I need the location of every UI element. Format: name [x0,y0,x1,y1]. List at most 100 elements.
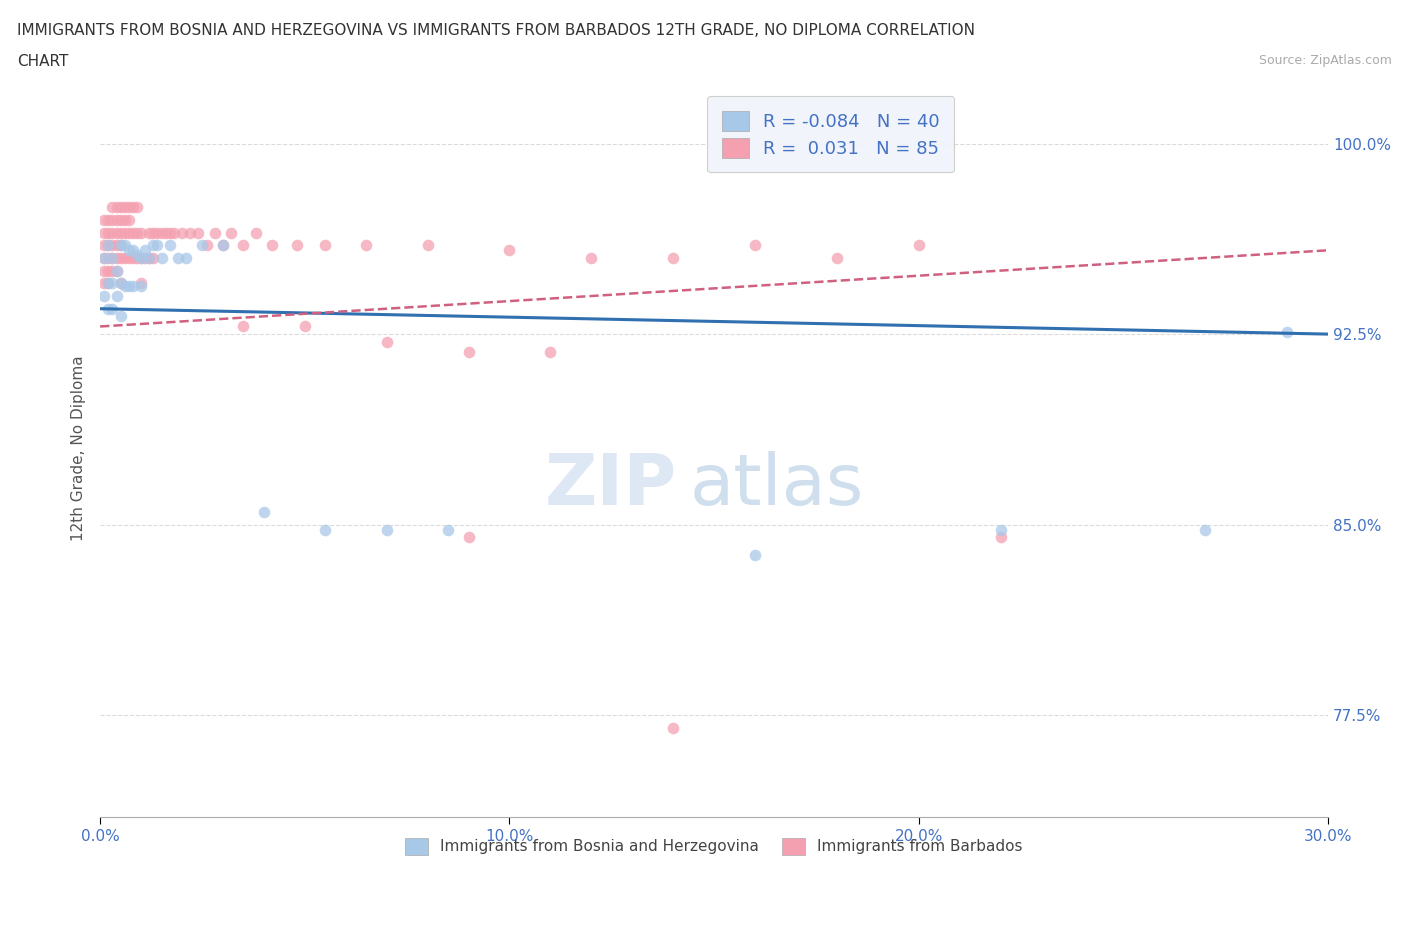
Legend: Immigrants from Bosnia and Herzegovina, Immigrants from Barbados: Immigrants from Bosnia and Herzegovina, … [399,831,1029,860]
Point [105,212,128,227]
Point [416,238,439,253]
Point [314,238,336,253]
Point [191,238,214,253]
Point [354,238,377,253]
Point [990,530,1012,545]
Point [195,238,218,253]
Point [125,250,148,265]
Point [110,238,132,253]
Point [93,276,115,291]
Point [110,238,132,253]
Point [232,319,254,334]
Point [93,250,115,265]
Point [101,301,124,316]
Point [662,250,685,265]
Point [457,344,479,359]
Point [93,263,115,278]
Point [105,263,128,278]
Point [118,250,141,265]
Point [97,238,120,253]
Point [163,225,186,240]
Point [498,243,520,258]
Point [93,238,115,253]
Point [212,238,235,253]
Point [110,225,132,240]
Point [174,250,197,265]
Point [245,225,267,240]
Point [204,225,226,240]
Point [105,288,128,303]
Point [118,243,141,258]
Point [122,225,145,240]
Point [110,212,132,227]
Point [990,523,1012,538]
Point [1194,523,1216,538]
Point [134,243,156,258]
Point [179,225,201,240]
Point [114,200,136,215]
Text: atlas: atlas [689,451,863,520]
Point [118,212,141,227]
Point [150,225,173,240]
Point [93,288,115,303]
Point [110,276,132,291]
Point [125,225,148,240]
Point [101,212,124,227]
Point [101,276,124,291]
Point [314,523,336,538]
Point [101,238,124,253]
Point [294,319,316,334]
Point [101,200,124,215]
Point [375,334,398,349]
Text: IMMIGRANTS FROM BOSNIA AND HERZEGOVINA VS IMMIGRANTS FROM BARBADOS 12TH GRADE, N: IMMIGRANTS FROM BOSNIA AND HERZEGOVINA V… [17,23,974,38]
Point [581,250,603,265]
Point [118,200,141,215]
Point [138,225,160,240]
Point [105,225,128,240]
Point [110,200,132,215]
Point [375,523,398,538]
Point [232,238,254,253]
Point [93,250,115,265]
Point [105,238,128,253]
Point [538,344,561,359]
Point [129,225,152,240]
Point [97,225,120,240]
Point [125,248,148,263]
Point [105,200,128,215]
Point [114,225,136,240]
Point [159,238,181,253]
Point [134,250,156,265]
Point [170,225,193,240]
Point [93,225,115,240]
Point [212,238,235,253]
Point [105,250,128,265]
Point [129,278,152,293]
Point [114,250,136,265]
Point [122,278,145,293]
Point [146,225,169,240]
Point [93,212,115,227]
Point [744,238,766,253]
Point [138,250,160,265]
Point [114,238,136,253]
Point [142,225,165,240]
Point [110,250,132,265]
Point [97,276,120,291]
Point [457,530,479,545]
Point [159,225,181,240]
Point [118,278,141,293]
Point [219,225,242,240]
Point [105,263,128,278]
Point [129,250,152,265]
Point [97,238,120,253]
Point [97,263,120,278]
Point [150,250,173,265]
Point [142,238,165,253]
Point [1277,325,1299,339]
Point [101,250,124,265]
Point [129,250,152,265]
Y-axis label: 12th Grade, No Diploma: 12th Grade, No Diploma [72,355,86,541]
Point [146,238,169,253]
Point [97,212,120,227]
